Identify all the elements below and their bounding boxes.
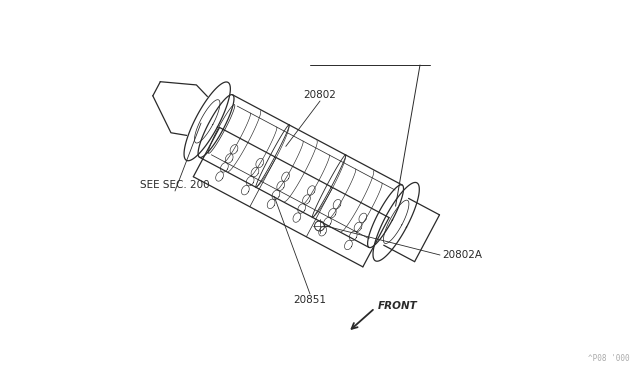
Text: 20851: 20851 (294, 295, 326, 305)
Text: ^P08 '000: ^P08 '000 (588, 354, 630, 363)
Text: FRONT: FRONT (378, 301, 418, 311)
Text: 20802A: 20802A (442, 250, 482, 260)
Text: 20802: 20802 (303, 90, 337, 100)
Text: SEE SEC. 200: SEE SEC. 200 (140, 180, 210, 190)
